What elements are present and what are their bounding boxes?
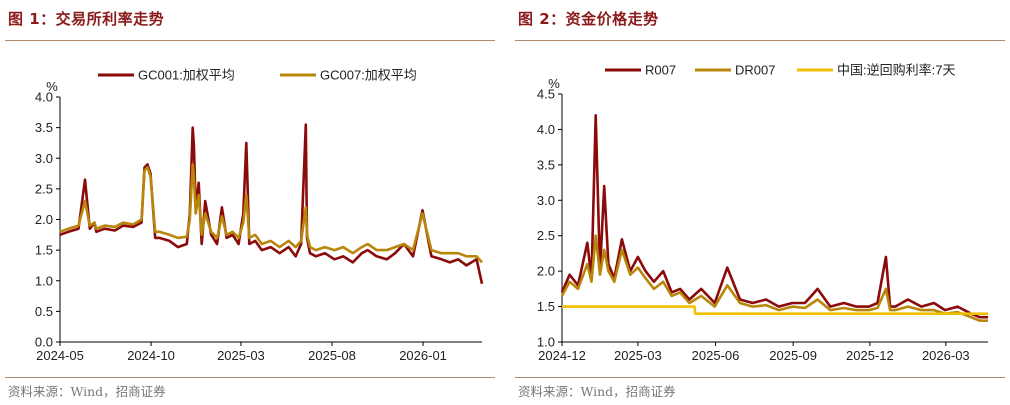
y-tick-label: 3.5 (35, 120, 53, 135)
footer-divider (5, 377, 495, 378)
y-axis-label: % (548, 76, 560, 91)
chart-2-svg: % 1.0 1.5 2.0 2.5 3.0 3.5 4.0 4.5 2024-12 2025-03 2… (537, 63, 988, 363)
chart-1-svg: % 0.0 0.5 1.0 1.5 2.0 2.5 3.0 3.5 4.0 2024-05 2024-… (35, 68, 484, 363)
x-tick-label: 2024-10 (127, 348, 175, 363)
y-tick-label: 1.0 (537, 335, 555, 350)
x-tick-label: 2026-03 (922, 348, 970, 363)
x-tick-label: 2024-05 (36, 348, 84, 363)
legend-label: GC001:加权平均 (138, 68, 235, 83)
y-axis-label: % (46, 79, 58, 94)
y-tick-label: 1.5 (35, 243, 53, 258)
y-tick-label: 2.0 (537, 264, 555, 279)
y-tick-label: 4.0 (537, 122, 555, 137)
y-tick-label: 3.5 (537, 157, 555, 172)
chart-panel-1: 图 1：交易所利率走势 % 0.0 0.5 1.0 1.5 2.0 2.5 3.0 3.5 4.0… (0, 0, 495, 405)
x-tick-label: 2025-09 (769, 348, 817, 363)
x-tick-label: 2025-12 (846, 348, 894, 363)
source-note: 资料来源：Wind，招商证券 (518, 384, 676, 399)
y-tick-label: 0.0 (35, 335, 53, 350)
title-divider (515, 40, 1005, 41)
y-tick-label: 1.5 (537, 299, 555, 314)
y-tick-label: 2.0 (35, 212, 53, 227)
legend-label: GC007:加权平均 (320, 68, 417, 83)
y-tick-label: 2.5 (537, 228, 555, 243)
series-line-2 (560, 234, 988, 323)
footer-divider (515, 377, 1005, 378)
y-tick-label: 3.0 (35, 151, 53, 166)
y-tick-label: 3.0 (537, 193, 555, 208)
y-tick-label: 1.0 (35, 273, 53, 288)
x-tick-label: 2025-03 (614, 348, 662, 363)
series-line-1 (560, 114, 988, 319)
panel-title: 图 2：资金价格走势 (518, 10, 659, 28)
y-tick-label: 0.5 (35, 304, 53, 319)
y-tick-label: 2.5 (35, 181, 53, 196)
legend-label: DR007 (735, 63, 775, 78)
series-line-2 (59, 163, 483, 264)
y-tick-label: 4.5 (537, 87, 555, 102)
x-tick-label: 2025-03 (217, 348, 265, 363)
x-tick-label: 2025-06 (692, 348, 740, 363)
x-tick-label: 2025-08 (308, 348, 356, 363)
x-tick-label: 2024-12 (538, 348, 586, 363)
x-tick-label: 2026-01 (399, 348, 447, 363)
series-line-1 (59, 123, 484, 285)
chart-panel-2: 图 2：资金价格走势 % 1.0 1.5 2.0 2.5 3.0 3.5 4.0 4.5 2024… (510, 0, 1010, 405)
y-tick-label: 4.0 (35, 90, 53, 105)
legend-label: 中国:逆回购利率:7天 (837, 63, 955, 78)
source-note: 资料来源：Wind，招商证券 (8, 384, 166, 399)
title-divider (5, 40, 495, 41)
series-line-3 (562, 305, 988, 316)
panel-title: 图 1：交易所利率走势 (8, 10, 165, 28)
legend-label: R007 (645, 63, 676, 78)
